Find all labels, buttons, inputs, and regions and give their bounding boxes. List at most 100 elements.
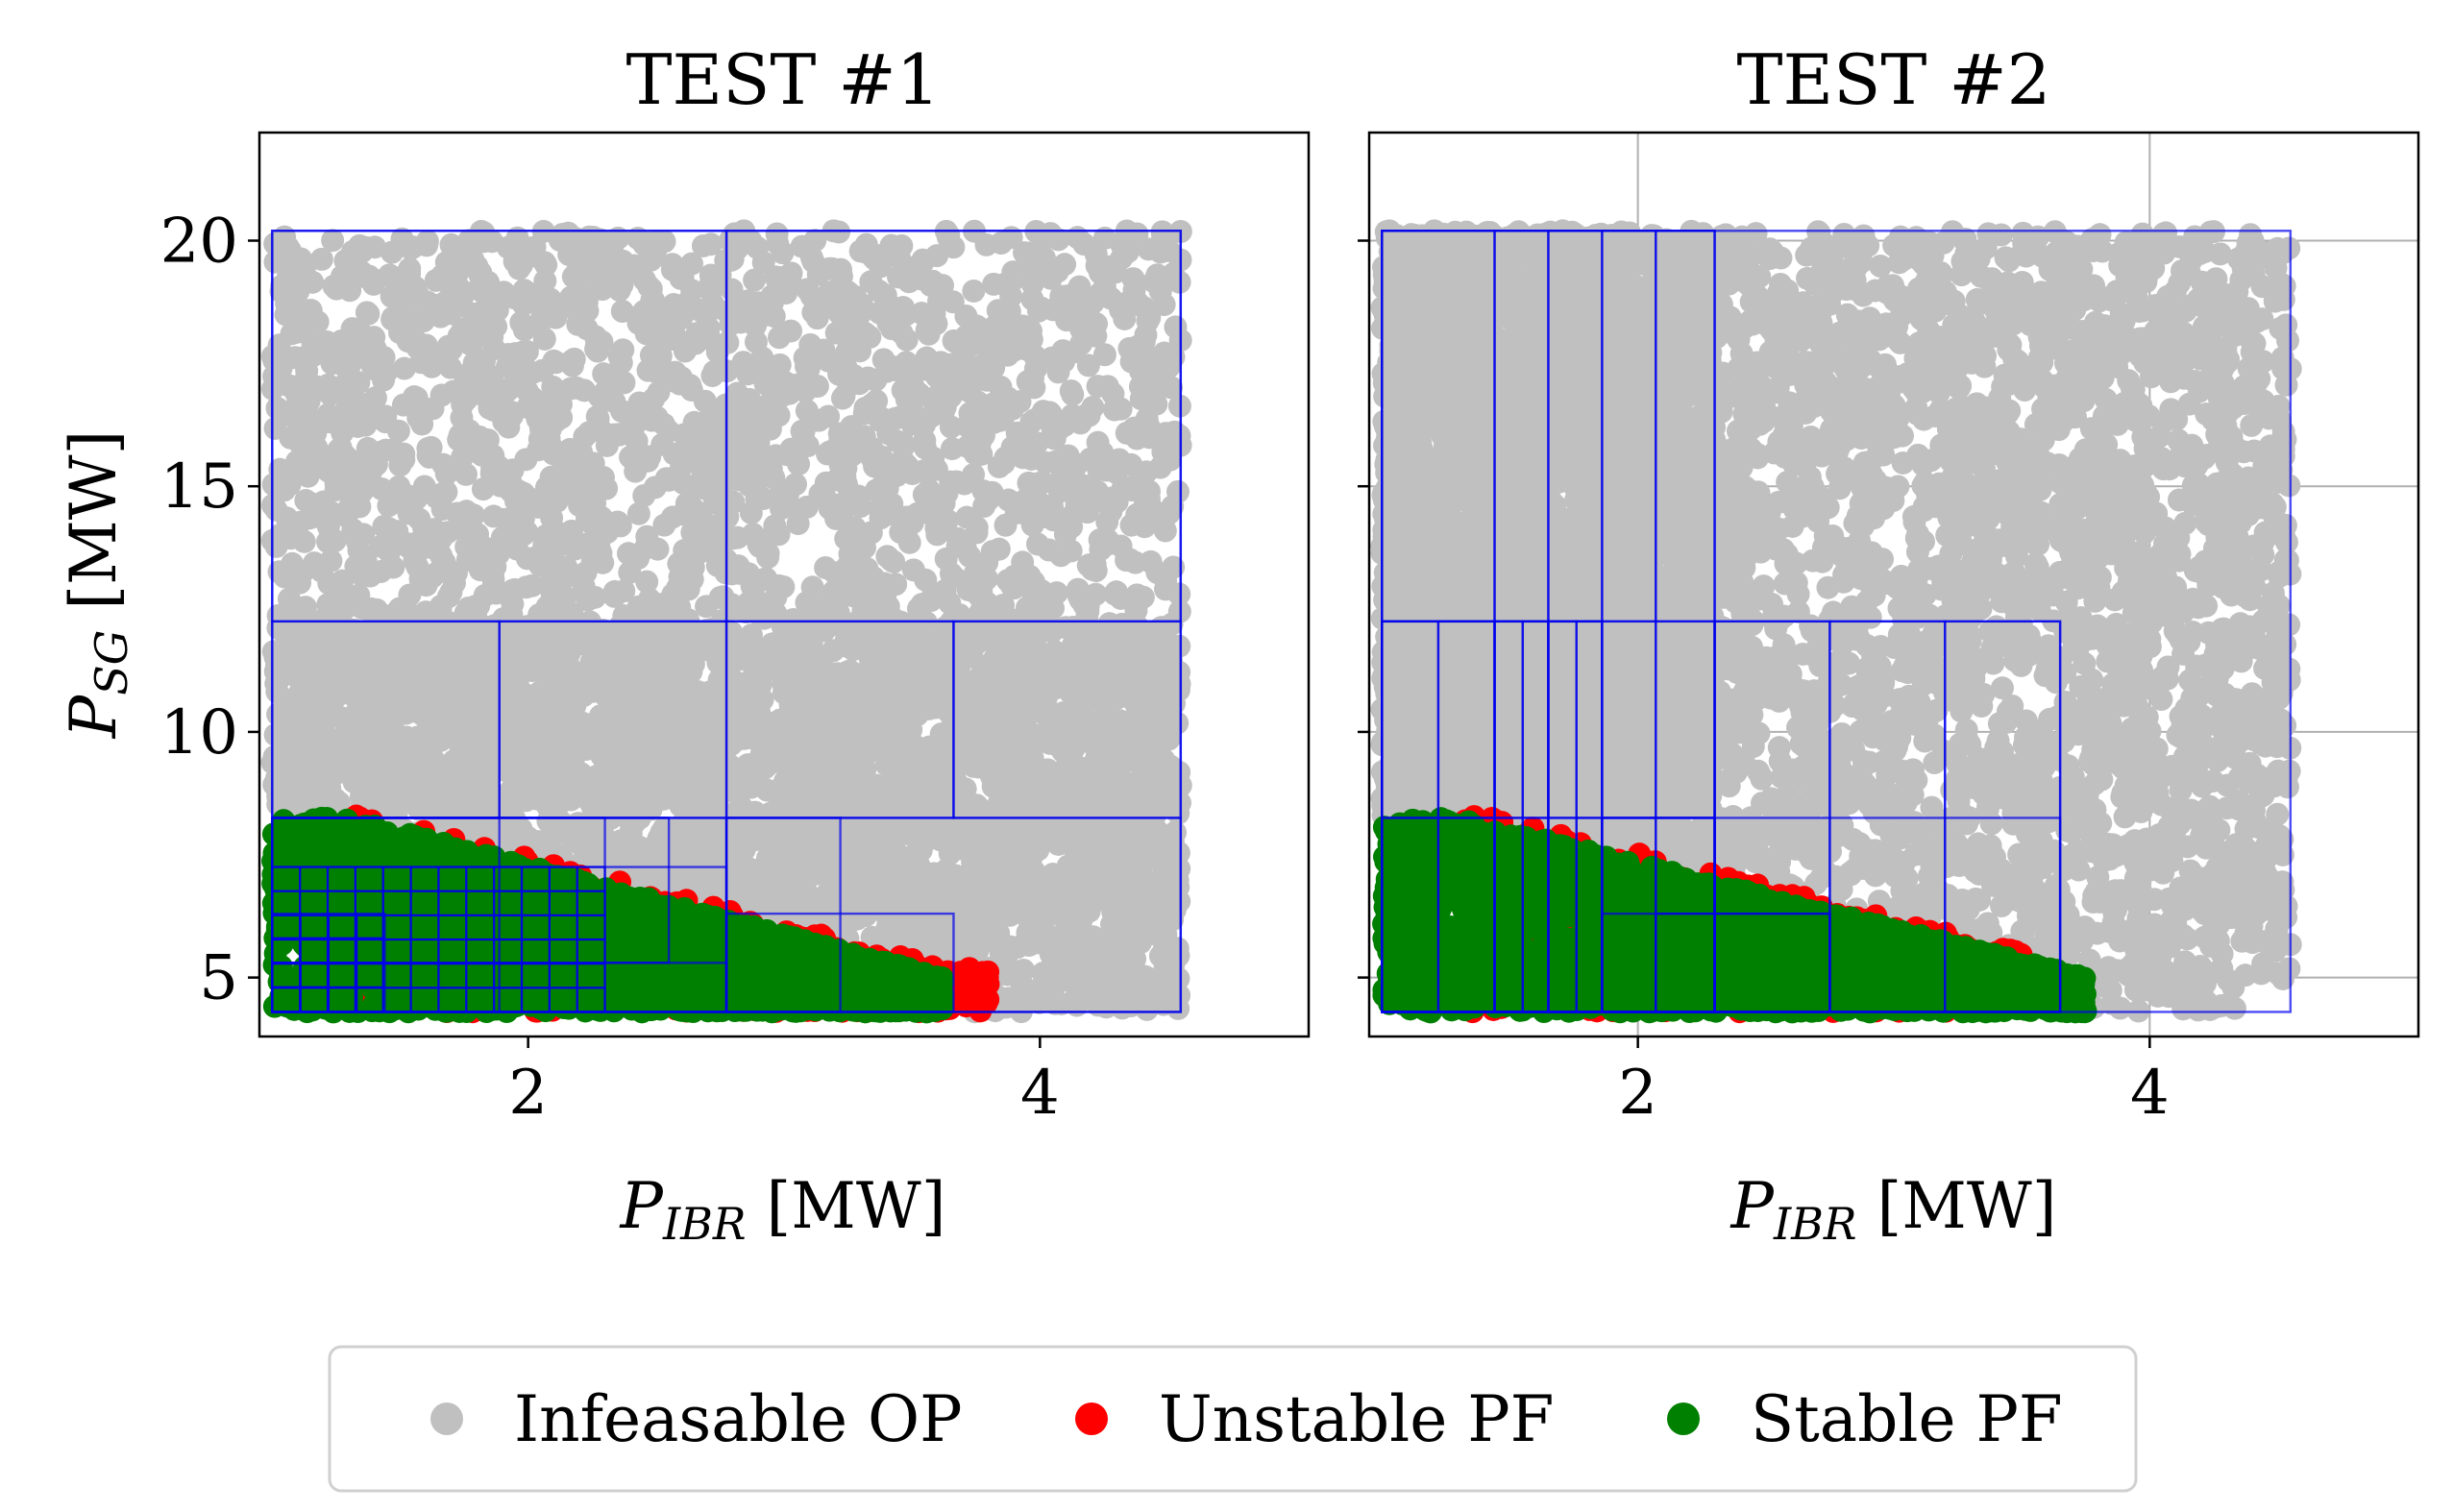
point-infeasable <box>1055 731 1079 755</box>
point-infeasable <box>748 700 772 724</box>
point-infeasable <box>360 452 384 476</box>
point-infeasable <box>924 825 948 849</box>
point-infeasable <box>316 738 340 762</box>
point-infeasable <box>313 710 337 734</box>
point-infeasable <box>872 629 896 653</box>
point-infeasable <box>1110 832 1134 856</box>
point-infeasable <box>632 232 656 256</box>
point-infeasable <box>419 435 443 459</box>
point-infeasable <box>343 324 367 348</box>
point-infeasable <box>458 696 482 720</box>
point-infeasable <box>929 722 953 746</box>
point-infeasable <box>280 727 304 751</box>
point-infeasable <box>935 481 959 505</box>
point-infeasable <box>1086 445 1110 469</box>
point-infeasable <box>1076 937 1100 961</box>
point-infeasable <box>566 312 590 336</box>
point-infeasable <box>1031 890 1055 915</box>
point-infeasable <box>630 757 654 781</box>
point-infeasable <box>439 580 463 604</box>
point-infeasable <box>667 622 691 646</box>
point-infeasable <box>1157 705 1181 729</box>
point-infeasable <box>560 349 584 373</box>
point-infeasable <box>794 613 818 637</box>
point-infeasable <box>986 299 1010 323</box>
point-infeasable <box>905 703 929 727</box>
point-infeasable <box>1163 425 1187 449</box>
point-infeasable <box>306 310 330 334</box>
point-infeasable <box>1041 665 1065 689</box>
point-infeasable <box>454 462 478 486</box>
point-infeasable <box>445 780 469 804</box>
point-infeasable <box>267 528 291 552</box>
point-infeasable <box>479 462 503 486</box>
point-infeasable <box>992 593 1016 617</box>
point-infeasable <box>766 232 790 256</box>
point-infeasable <box>676 577 700 601</box>
point-infeasable <box>895 848 919 872</box>
point-infeasable <box>921 862 945 886</box>
point-infeasable <box>1153 955 1177 979</box>
point-infeasable <box>725 381 749 405</box>
point-infeasable <box>1138 345 1162 369</box>
point-infeasable <box>770 785 794 809</box>
point-infeasable <box>1049 544 1073 568</box>
point-infeasable <box>1031 961 1055 985</box>
point-infeasable <box>930 375 954 399</box>
point-infeasable <box>1072 497 1096 521</box>
point-infeasable <box>363 386 387 410</box>
point-infeasable <box>525 545 549 569</box>
point-infeasable <box>482 337 506 361</box>
point-infeasable <box>650 432 675 456</box>
point-infeasable <box>549 674 573 698</box>
point-infeasable <box>842 429 866 453</box>
point-infeasable <box>783 838 807 862</box>
point-infeasable <box>408 567 432 591</box>
point-infeasable <box>968 430 992 454</box>
point-infeasable <box>980 903 1004 927</box>
point-infeasable <box>387 477 411 501</box>
point-infeasable <box>763 514 787 538</box>
point-infeasable <box>386 266 410 290</box>
point-infeasable <box>1089 630 1113 654</box>
point-infeasable <box>965 314 989 338</box>
point-infeasable <box>572 712 596 736</box>
point-infeasable <box>731 420 755 444</box>
point-infeasable <box>1041 615 1065 639</box>
point-infeasable <box>670 454 694 478</box>
point-infeasable <box>913 923 937 947</box>
point-infeasable <box>694 528 718 552</box>
point-infeasable <box>838 542 862 566</box>
point-infeasable <box>1075 474 1099 498</box>
point-infeasable <box>914 568 938 592</box>
point-infeasable <box>356 302 380 326</box>
point-infeasable <box>883 884 907 908</box>
point-infeasable <box>725 236 749 260</box>
point-infeasable <box>779 319 803 343</box>
point-infeasable <box>1052 802 1076 826</box>
point-infeasable <box>1084 688 1108 712</box>
point-infeasable <box>995 633 1019 657</box>
point-infeasable <box>992 881 1016 905</box>
point-infeasable <box>280 688 304 712</box>
point-infeasable <box>848 239 872 263</box>
point-infeasable <box>840 718 864 742</box>
panel-title: TEST #1 <box>626 39 941 120</box>
point-infeasable <box>1115 549 1139 573</box>
point-infeasable <box>691 233 715 257</box>
point-infeasable <box>966 390 990 414</box>
point-infeasable <box>1167 857 1191 881</box>
point-infeasable <box>444 561 468 585</box>
point-infeasable <box>1049 467 1073 491</box>
point-infeasable <box>1133 515 1157 539</box>
point-infeasable <box>553 585 577 609</box>
point-infeasable <box>820 687 844 711</box>
point-infeasable <box>1047 417 1071 441</box>
point-infeasable <box>864 368 888 392</box>
point-infeasable <box>1001 743 1025 767</box>
point-infeasable <box>1164 820 1188 844</box>
point-infeasable <box>972 718 996 742</box>
point-infeasable <box>890 233 914 257</box>
point-infeasable <box>263 660 287 684</box>
point-infeasable <box>582 794 606 818</box>
